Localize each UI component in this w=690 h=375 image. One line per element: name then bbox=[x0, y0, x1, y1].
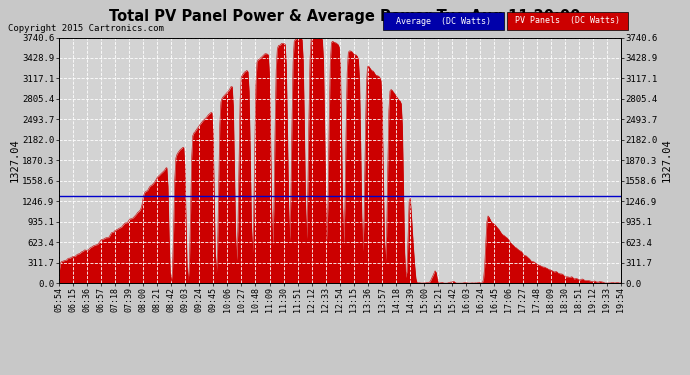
Text: Copyright 2015 Cartronics.com: Copyright 2015 Cartronics.com bbox=[8, 24, 164, 33]
Y-axis label: 1327.04: 1327.04 bbox=[10, 138, 19, 182]
Text: PV Panels  (DC Watts): PV Panels (DC Watts) bbox=[515, 16, 620, 26]
Text: Total PV Panel Power & Average Power Tue Aug 11 20:00: Total PV Panel Power & Average Power Tue… bbox=[109, 9, 581, 24]
Text: Average  (DC Watts): Average (DC Watts) bbox=[396, 16, 491, 26]
Y-axis label: 1327.04: 1327.04 bbox=[662, 138, 671, 182]
